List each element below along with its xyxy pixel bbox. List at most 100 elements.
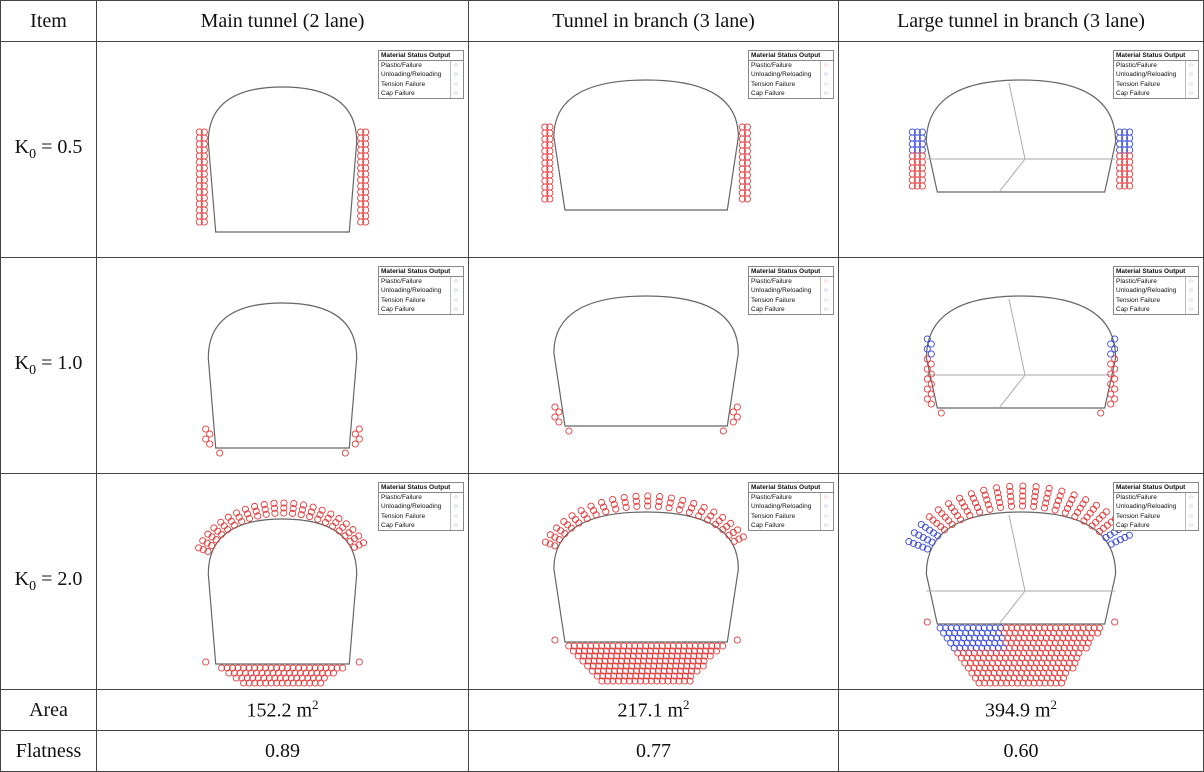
failure-point [575,647,583,655]
legend-item-label: Tension Failure [1116,80,1161,88]
failure-point [929,516,937,524]
failure-point [719,427,727,435]
failure-point [733,413,741,421]
failure-point [199,537,207,545]
failure-point [687,504,696,512]
failure-point [1112,538,1120,546]
failure-point [1033,644,1041,652]
failure-point [1102,508,1110,516]
failure-point [970,649,978,657]
failure-point [1082,496,1090,504]
legend-symbol-icon: ○ [820,295,831,305]
failure-point [635,652,643,660]
failure-point [599,667,608,675]
failure-point [985,654,993,662]
failure-point [673,652,681,660]
legend-item-label: Cap Failure [1116,521,1150,529]
legend-item-label: Plastic/Failure [1116,278,1157,286]
failure-point [997,624,1005,632]
failure-point [620,677,628,685]
failure-point [580,647,589,655]
failure-point [210,524,218,532]
failure-point [928,538,936,546]
failure-point [1068,639,1076,647]
failure-point [598,642,606,650]
failure-point [651,652,659,660]
failure-point [615,672,623,680]
failure-point [967,490,975,498]
failure-point [1053,649,1061,657]
legend-item: Unloading/Reloading ○ [1114,286,1198,296]
failure-point [546,195,554,203]
failure-point [975,664,983,672]
failure-point [958,624,966,632]
failure-point [267,679,275,687]
area-value: 152.2 m2 [96,689,469,731]
row-label-k0-10: K0 = 1.0 [0,257,97,474]
legend-title: Material Status Output [379,483,463,494]
failure-point [658,677,667,685]
failure-point [1096,624,1104,632]
failure-point [997,503,1005,511]
failure-point [640,652,648,660]
failure-point [997,679,1005,687]
failure-point [984,501,992,509]
legend-item: Unloading/Reloading ○ [749,502,833,512]
failure-point [1059,674,1068,682]
failure-point [195,544,203,552]
tunnel-section [905,482,1133,687]
failure-point [975,624,983,632]
failure-point [1009,649,1017,657]
legend-item-label: Tension Failure [381,296,426,304]
failure-point [1004,634,1012,642]
failure-point [1039,669,1048,677]
failure-point [1010,659,1018,667]
failure-point [646,647,655,655]
failure-point [625,642,633,650]
legend-item: Tension Failure ○ [379,295,463,305]
failure-point [332,518,340,527]
failure-point [730,537,738,545]
failure-point [927,370,935,378]
legend-item: Unloading/Reloading ○ [379,502,463,512]
failure-point [923,385,931,393]
failure-point [284,679,292,687]
failure-point [715,517,723,525]
legend-symbol-icon: ○ [1185,61,1196,71]
failure-point [289,509,297,518]
legend-item-label: Unloading/Reloading [1116,71,1177,79]
area-row: Area 152.2 m2 217.1 m2 394.9 m2 [0,689,1204,731]
failure-point [1041,679,1049,687]
failure-point [1068,624,1076,632]
row-label-k0-05: K0 = 0.5 [0,41,97,258]
failure-point [923,345,931,353]
failure-point [317,664,325,672]
failure-point [571,515,579,523]
failure-point [1016,659,1024,667]
failure-point [262,510,270,518]
failure-point [971,499,980,507]
failure-point [923,355,931,363]
failure-point [686,642,694,650]
failure-point [690,652,698,660]
legend: Material Status Output Plastic/Failure ○ Un… [748,482,834,532]
failure-point [733,526,742,534]
failure-point [923,335,931,343]
failure-point [996,498,1004,507]
failure-point [913,182,921,190]
failure-point [298,506,306,514]
legend-item: Tension Failure ○ [379,511,463,521]
failure-point [254,674,262,682]
k0-row: K0 = 1.0 Material Status Output Plastic/F… [0,257,1204,474]
failure-point [1028,629,1036,637]
legend-title: Material Status Output [379,267,463,278]
failure-point [649,667,657,675]
failure-point [273,679,281,687]
failure-point [604,672,612,680]
failure-point [1000,629,1008,637]
panel-large-k10: Material Status Output Plastic/Failure ○ Un… [839,258,1203,473]
failure-point [967,629,975,637]
failure-point [306,664,314,672]
failure-point [994,644,1002,652]
failure-point [1050,669,1059,677]
